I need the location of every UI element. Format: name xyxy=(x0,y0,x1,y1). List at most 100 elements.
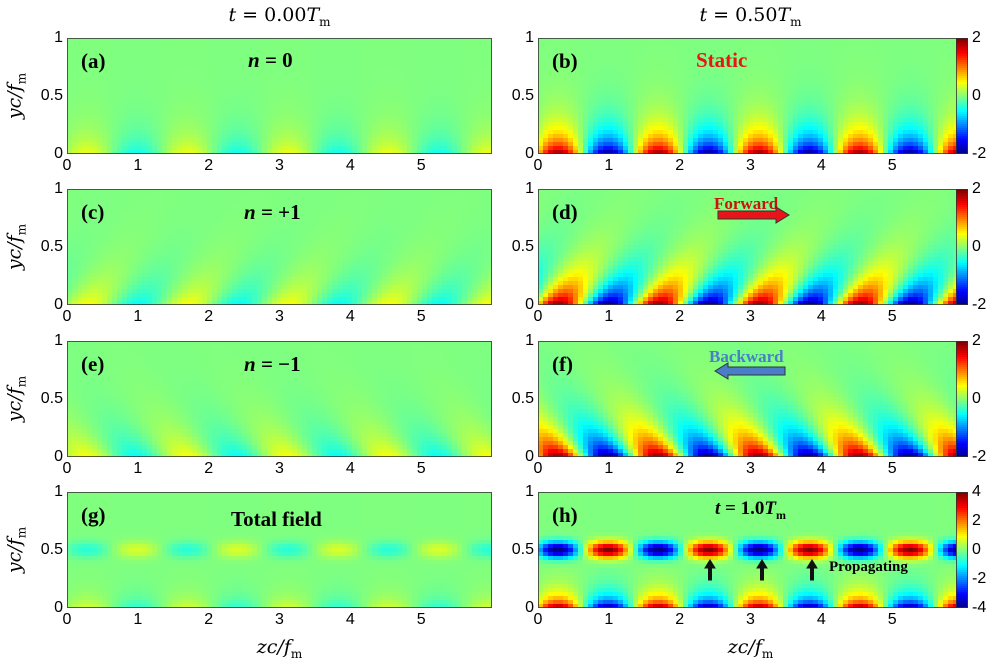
heatmap-cell xyxy=(898,118,904,123)
heatmap-cell xyxy=(107,70,113,75)
heatmap-cell xyxy=(708,146,714,151)
heatmap-cell xyxy=(883,86,889,91)
heatmap-cell xyxy=(688,94,694,99)
heatmap-cell xyxy=(402,142,408,147)
heatmap-cell xyxy=(227,138,233,143)
heatmap-cell xyxy=(883,130,889,135)
heatmap-cell xyxy=(397,146,403,151)
heatmap-cell xyxy=(618,94,624,99)
heatmap-cell xyxy=(658,54,664,59)
heatmap-cell xyxy=(437,146,443,151)
heatmap-cell xyxy=(858,50,864,55)
heatmap-cell xyxy=(352,106,358,111)
heatmap-cell xyxy=(307,66,313,71)
heatmap-cell xyxy=(718,126,724,131)
heatmap-cell xyxy=(237,126,243,131)
heatmap-cell xyxy=(668,134,674,139)
heatmap-cell xyxy=(67,138,73,143)
heatmap-cell xyxy=(908,150,914,154)
heatmap-cell xyxy=(222,46,228,51)
heatmap-cell xyxy=(698,122,704,127)
heatmap-cell xyxy=(192,46,198,51)
heatmap-cell xyxy=(633,46,639,51)
heatmap-cell xyxy=(237,122,243,127)
heatmap-cell xyxy=(773,66,779,71)
heatmap-cell xyxy=(257,74,263,79)
heatmap-cell xyxy=(643,78,649,83)
heatmap-cell xyxy=(578,90,584,95)
heatmap-cell xyxy=(302,62,308,67)
heatmap-cell xyxy=(823,122,829,127)
heatmap-cell xyxy=(798,138,804,143)
heatmap-cell xyxy=(793,134,799,139)
heatmap-cell xyxy=(322,66,328,71)
heatmap-cell xyxy=(848,70,854,75)
heatmap-cell xyxy=(698,138,704,143)
heatmap-cell xyxy=(412,66,418,71)
heatmap-cell xyxy=(312,54,318,59)
heatmap-cell xyxy=(608,46,614,51)
heatmap-cell xyxy=(372,54,378,59)
heatmap-cell xyxy=(833,114,839,119)
heatmap-cell xyxy=(638,134,644,139)
heatmap-cell xyxy=(72,110,78,115)
heatmap-cell xyxy=(918,42,924,47)
heatmap-cell xyxy=(683,94,689,99)
heatmap-cell xyxy=(718,130,724,135)
heatmap-cell xyxy=(392,138,398,143)
heatmap-cell xyxy=(898,122,904,127)
heatmap-cell xyxy=(87,42,93,47)
heatmap-cell xyxy=(653,150,659,154)
heatmap-cell xyxy=(928,90,934,95)
heatmap-cell xyxy=(923,118,929,123)
heatmap-cell xyxy=(247,98,253,103)
heatmap-cell xyxy=(858,130,864,135)
heatmap-cell xyxy=(442,102,448,107)
heatmap-cell xyxy=(282,78,288,83)
heatmap-cell xyxy=(948,106,954,111)
heatmap-cell xyxy=(422,66,428,71)
heatmap-cell xyxy=(678,38,684,43)
heatmap-cell xyxy=(823,58,829,63)
heatmap-cell xyxy=(287,74,293,79)
heatmap-cell xyxy=(462,138,468,143)
heatmap-cell xyxy=(848,134,854,139)
heatmap-cell xyxy=(227,146,233,151)
heatmap-cell xyxy=(698,94,704,99)
heatmap-cell xyxy=(322,150,328,154)
heatmap-cell xyxy=(122,66,128,71)
heatmap-cell xyxy=(142,74,148,79)
heatmap-cell xyxy=(477,50,483,55)
heatmap-cell xyxy=(337,94,343,99)
heatmap-cell xyxy=(362,74,368,79)
heatmap-cell xyxy=(192,82,198,87)
heatmap-cell xyxy=(863,138,869,143)
heatmap-cell xyxy=(297,98,303,103)
heatmap-cell xyxy=(603,62,609,67)
heatmap-cell xyxy=(638,50,644,55)
heatmap-cell xyxy=(918,50,924,55)
heatmap-cell xyxy=(718,82,724,87)
heatmap-cell xyxy=(297,46,303,51)
heatmap-cell xyxy=(407,46,413,51)
heatmap-cell xyxy=(282,94,288,99)
heatmap-cell xyxy=(748,90,754,95)
heatmap-cell xyxy=(177,146,183,151)
heatmap-cell xyxy=(728,74,734,79)
heatmap-cell xyxy=(698,74,704,79)
heatmap-cell xyxy=(117,130,123,135)
heatmap-cell xyxy=(477,102,483,107)
heatmap-cell xyxy=(588,150,594,154)
heatmap-cell xyxy=(137,134,143,139)
heatmap-cell xyxy=(197,58,203,63)
heatmap-cell xyxy=(152,138,158,143)
heatmap-cell xyxy=(432,62,438,67)
heatmap-svg-a xyxy=(67,38,492,154)
heatmap-cell xyxy=(598,90,604,95)
heatmap-cell xyxy=(422,114,428,119)
heatmap-cell xyxy=(362,78,368,83)
heatmap-cell xyxy=(137,82,143,87)
heatmap-cell xyxy=(162,126,168,131)
heatmap-cell xyxy=(422,86,428,91)
heatmap-cell xyxy=(713,74,719,79)
